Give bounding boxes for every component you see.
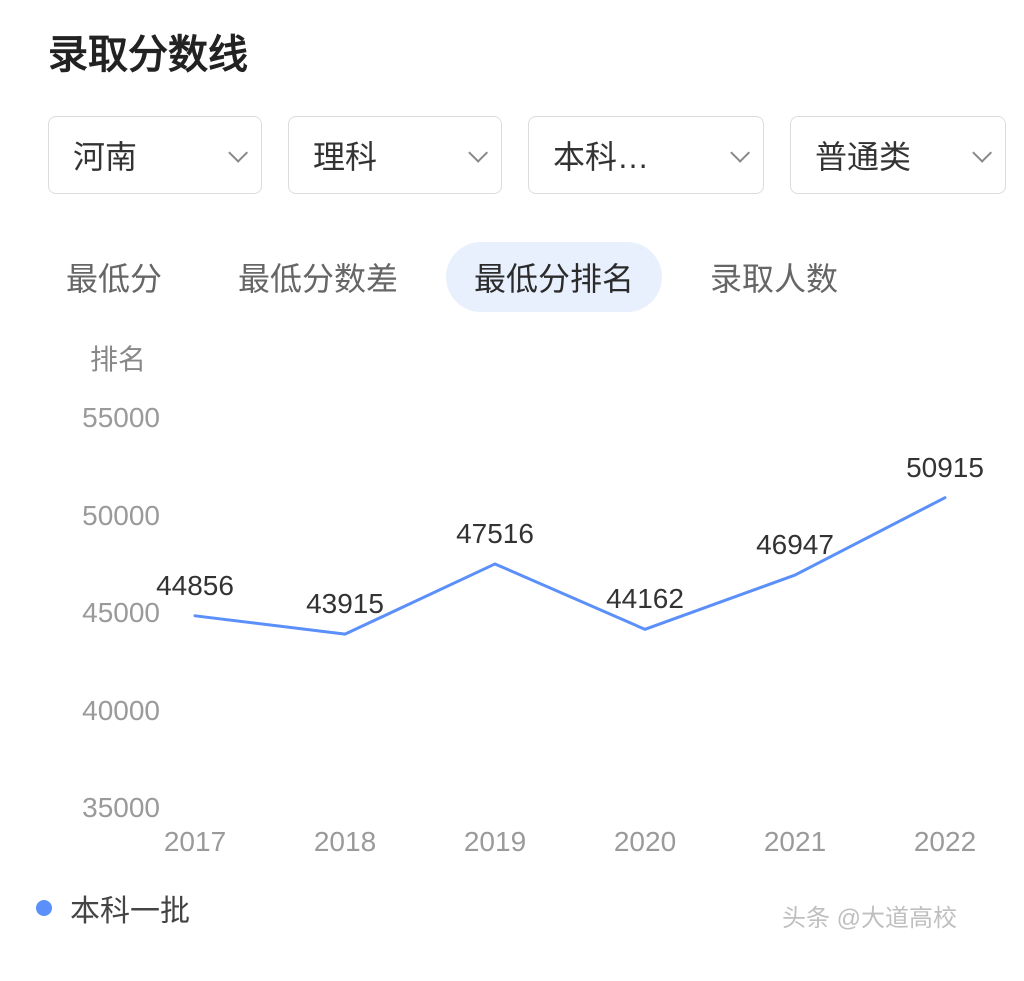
- data-label: 44856: [156, 570, 234, 602]
- chevron-down-icon: [730, 143, 750, 163]
- y-tick-label: 45000: [60, 597, 160, 629]
- chevron-down-icon: [468, 143, 488, 163]
- legend: 本科一批: [36, 886, 190, 930]
- tab-min-rank[interactable]: 最低分排名: [446, 242, 662, 312]
- filter-row: 河南 理科 本科… 普通类: [0, 80, 1024, 194]
- filter-subject[interactable]: 理科: [288, 116, 502, 194]
- chevron-down-icon: [972, 143, 992, 163]
- y-tick-label: 50000: [60, 500, 160, 532]
- legend-marker-icon: [36, 900, 52, 916]
- filter-province[interactable]: 河南: [48, 116, 262, 194]
- data-label: 50915: [906, 452, 984, 484]
- x-tick-label: 2021: [764, 826, 826, 858]
- data-label: 47516: [456, 518, 534, 550]
- filter-label: 理科: [313, 132, 377, 178]
- x-tick-label: 2018: [314, 826, 376, 858]
- y-tick-label: 55000: [60, 402, 160, 434]
- data-label: 43915: [306, 588, 384, 620]
- tab-score-diff[interactable]: 最低分数差: [210, 242, 426, 312]
- legend-label: 本科一批: [70, 886, 190, 930]
- data-label: 44162: [606, 583, 684, 615]
- filter-label: 本科…: [553, 132, 649, 178]
- data-label: 46947: [756, 529, 834, 561]
- filter-category[interactable]: 普通类: [790, 116, 1006, 194]
- watermark: 头条 @大道高校: [782, 898, 957, 933]
- filter-label: 河南: [73, 132, 137, 178]
- x-tick-label: 2022: [914, 826, 976, 858]
- metric-tabs: 最低分 最低分数差 最低分排名 录取人数: [0, 194, 1024, 312]
- x-tick-label: 2019: [464, 826, 526, 858]
- y-tick-label: 40000: [60, 695, 160, 727]
- tab-admit-count[interactable]: 录取人数: [682, 242, 866, 312]
- tab-min-score[interactable]: 最低分: [38, 242, 190, 312]
- x-tick-label: 2020: [614, 826, 676, 858]
- y-tick-label: 35000: [60, 792, 160, 824]
- filter-label: 普通类: [815, 132, 911, 178]
- x-tick-label: 2017: [164, 826, 226, 858]
- chevron-down-icon: [228, 143, 248, 163]
- filter-batch[interactable]: 本科…: [528, 116, 764, 194]
- page-title: 录取分数线: [0, 0, 1024, 80]
